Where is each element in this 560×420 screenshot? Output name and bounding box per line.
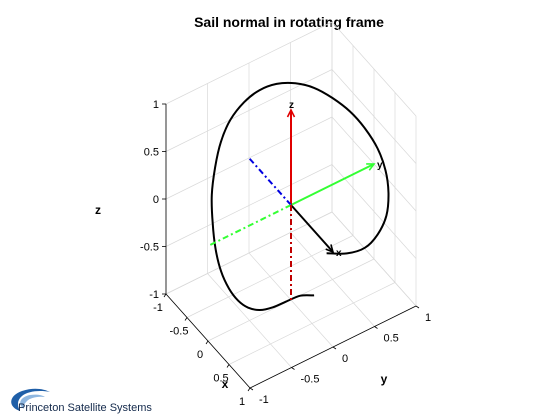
tick-labels: -1 -0.5 0 0.5 1 -1 -0.5 0 0.5 1 -1 -0.5 0 0.5 1: [140, 99, 431, 408]
axes-box: [162, 103, 420, 392]
x-tick-label: -0.5: [170, 326, 189, 338]
x-tick-mark: [205, 340, 209, 345]
x-tick-mark: [163, 293, 167, 298]
x-axis-label: x: [222, 377, 229, 391]
y-tick-label: -0.5: [301, 374, 320, 386]
z-tick-label: 1: [153, 99, 159, 111]
back-wall-grid-line: [331, 69, 417, 164]
floor-grid-line: [228, 282, 396, 365]
x-tick-label: 1: [239, 396, 245, 408]
z-tick-label: 0.5: [144, 147, 159, 159]
vector-y-label: y: [377, 160, 383, 171]
z-tick-label: -1: [149, 289, 159, 301]
vector-x-arrowhead: [325, 244, 335, 254]
x-tick-label: 0.5: [213, 373, 228, 385]
vector-x-label: x: [336, 248, 342, 259]
floor-grid-line: [331, 211, 417, 307]
back-wall-grid-line: [331, 21, 417, 117]
data-layer: x y z: [207, 81, 390, 312]
y-tick-label: 1: [425, 312, 431, 324]
x-tick-label: 0: [197, 349, 203, 361]
sail-normal-trajectory: [210, 81, 390, 312]
company-name: Princeton Satellite Systems: [18, 402, 152, 414]
vector-y-arrowhead: [366, 163, 376, 171]
vector-z-arrowhead: [286, 108, 296, 118]
y-tick-mark: [332, 346, 337, 350]
floor-grid-line: [290, 232, 375, 327]
y-tick-mark: [291, 367, 295, 370]
y-axis-label: y: [381, 372, 388, 386]
y-tick-label: -1: [259, 394, 269, 406]
company-logo: Princeton Satellite Systems: [11, 388, 152, 414]
y-tick-mark: [374, 326, 378, 329]
y-tick-mark: [249, 387, 254, 391]
vector-x: [290, 204, 334, 253]
vector-z-label: z: [289, 100, 294, 111]
left-wall-grid-line: [165, 21, 333, 105]
x-tick-mark: [226, 364, 230, 368]
z-tick-label: 0: [153, 194, 159, 206]
x-tick-mark: [184, 317, 188, 321]
swoosh-logo-icon: [11, 388, 51, 411]
z-axis-label: z: [95, 203, 101, 217]
y-tick-mark: [415, 305, 420, 309]
z-tick-label: -0.5: [140, 242, 159, 254]
chart-title: Sail normal in rotating frame: [194, 14, 384, 30]
y-tick-label: 0.5: [384, 333, 399, 345]
swoosh-logo-accent: [20, 394, 45, 409]
left-wall-grid-line: [165, 116, 333, 200]
vector-y: [290, 163, 375, 206]
negative-vector-4: [207, 204, 292, 247]
x-tick-mark: [247, 387, 251, 392]
y-tick-label: 0: [342, 353, 348, 365]
x-tick-label: -1: [153, 302, 163, 314]
negative-vector-3: [248, 157, 292, 206]
left-wall-grid-line: [165, 69, 333, 152]
